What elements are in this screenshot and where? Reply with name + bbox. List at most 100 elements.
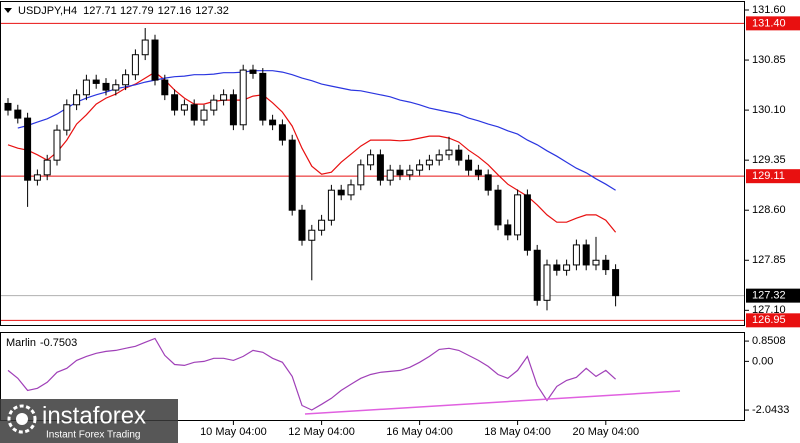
x-tick-label: 20 May 04:00 (572, 426, 639, 438)
indicator-name: Marlin (6, 337, 36, 349)
candle-body (122, 74, 130, 86)
candle-body (151, 39, 159, 81)
candle-body (553, 264, 561, 271)
watermark: instaforex Instant Forex Trading (0, 399, 178, 443)
candle-body (308, 229, 316, 241)
candle-body (92, 79, 100, 84)
candle-body (53, 129, 61, 161)
candle-body (386, 169, 394, 181)
candle-body (278, 124, 286, 141)
candle-body (229, 94, 237, 126)
indicator-frame (0, 332, 745, 421)
watermark-logo-core (16, 413, 28, 425)
candle-body (318, 219, 326, 231)
candle-body (572, 244, 580, 266)
candle-body (200, 109, 208, 121)
candle-body (24, 117, 32, 181)
candle-body (494, 189, 502, 226)
candle-body (220, 94, 228, 101)
candle-body (484, 174, 492, 191)
low-value: 127.16 (158, 5, 192, 17)
candle-body (102, 82, 110, 91)
candle-body (269, 119, 277, 126)
candle-body (141, 39, 149, 56)
candle-body (161, 79, 169, 96)
trend-line (304, 390, 681, 415)
y-tick-label: 130.10 (752, 104, 786, 116)
candle-body (504, 224, 512, 236)
candle-body (112, 84, 120, 91)
candle-body (249, 69, 257, 74)
candle-body (180, 104, 188, 111)
watermark-bg (0, 399, 178, 443)
price-frame (0, 1, 745, 326)
x-tick-label: 12 May 04:00 (288, 426, 355, 438)
high-value: 127.79 (120, 5, 154, 17)
x-tick-label: 18 May 04:00 (484, 426, 551, 438)
candle-body (4, 102, 12, 111)
candle-body (396, 169, 404, 176)
candle-body (73, 94, 81, 106)
indicator-value: -0.7503 (40, 337, 77, 349)
candle-body (171, 94, 179, 111)
level-label: 129.11 (752, 170, 785, 182)
candle-body (455, 149, 463, 161)
y-tick-label: 0.8508 (752, 335, 786, 347)
y-tick-label: 131.60 (752, 4, 786, 16)
candle-body (239, 69, 247, 126)
level-label: 131.40 (752, 17, 786, 29)
candle-body (416, 164, 424, 171)
indicator-line (7, 337, 617, 411)
candle-body (63, 104, 71, 131)
watermark-tagline: Instant Forex Trading (46, 430, 141, 441)
candle-body (523, 194, 531, 251)
candle-body (131, 54, 139, 76)
price-label-bg (746, 288, 800, 303)
level-label-bg (746, 16, 800, 31)
y-tick-label: 129.35 (752, 154, 786, 166)
candle-body (14, 109, 22, 119)
candle-body (582, 244, 590, 266)
candle-body (367, 154, 375, 166)
candle-body (592, 259, 600, 266)
candle-body (210, 99, 218, 111)
x-tick-label: 10 May 04:00 (200, 426, 267, 438)
candle-body (543, 264, 551, 301)
candle-body (298, 209, 306, 241)
candle-body (406, 169, 414, 176)
candle-body (82, 79, 90, 96)
candle-body (327, 189, 335, 221)
y-tick-label: 0.00 (752, 355, 773, 367)
price-label: 127.32 (752, 290, 786, 302)
candle-body (288, 139, 296, 211)
indicator-header: Marlin -0.7503 (6, 337, 77, 349)
close-value: 127.32 (195, 5, 229, 17)
candle-body (376, 154, 384, 181)
open-value: 127.71 (83, 5, 117, 17)
y-tick-label: 127.10 (752, 304, 786, 316)
y-tick-label: 127.85 (752, 254, 786, 266)
candle-body (347, 184, 355, 196)
candle-body (425, 159, 433, 166)
candle-body (33, 174, 41, 181)
y-tick-label: 128.60 (752, 204, 786, 216)
candle-body (259, 72, 267, 121)
watermark-brand: instaforex (42, 402, 146, 429)
moving-average (7, 71, 617, 233)
candle-body (337, 189, 345, 196)
candle-body (445, 149, 453, 156)
candle-body (43, 159, 51, 176)
watermark-logo (7, 404, 37, 434)
y-tick-label: -2.0433 (752, 404, 789, 416)
candle-body (190, 104, 198, 121)
level-label: 126.95 (752, 314, 786, 326)
candle-body (533, 249, 541, 301)
candle-body (602, 259, 610, 271)
level-label-bg (746, 169, 800, 184)
candle-body (474, 169, 482, 176)
symbol: USDJPY,H4 (18, 5, 77, 17)
candle-body (465, 159, 473, 171)
